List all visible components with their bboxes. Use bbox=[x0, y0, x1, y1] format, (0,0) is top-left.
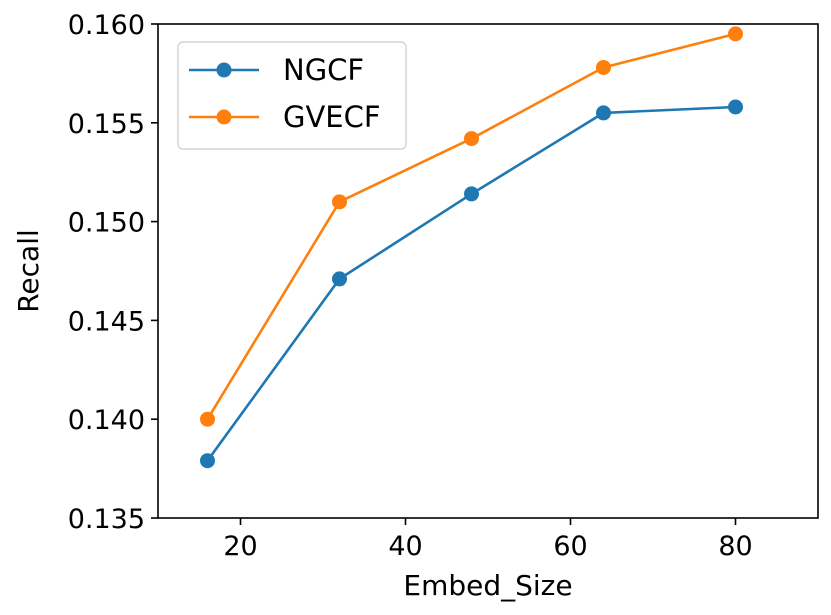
x-tick-label: 20 bbox=[223, 531, 257, 562]
data-point-gvecf bbox=[464, 131, 479, 147]
y-tick-label: 0.160 bbox=[68, 10, 145, 41]
series-layer bbox=[200, 26, 743, 469]
y-tick-label: 0.145 bbox=[68, 306, 145, 337]
x-tick-label: 60 bbox=[553, 531, 587, 562]
data-point-ngcf bbox=[464, 186, 479, 202]
y-tick-label: 0.150 bbox=[68, 208, 145, 239]
legend-label-gvecf: GVECF bbox=[283, 100, 381, 134]
plot-frame bbox=[157, 23, 819, 519]
data-point-ngcf bbox=[200, 453, 215, 469]
y-tick-label: 0.135 bbox=[68, 504, 145, 535]
legend: NGCF GVECF bbox=[177, 41, 407, 150]
data-point-gvecf bbox=[200, 411, 215, 427]
data-point-ngcf bbox=[596, 105, 611, 121]
series-line-ngcf bbox=[206, 105, 736, 462]
x-tick-label: 40 bbox=[388, 531, 422, 562]
data-point-ngcf bbox=[332, 271, 347, 287]
legend-marker-gvecf bbox=[216, 109, 232, 125]
data-point-ngcf bbox=[728, 99, 743, 115]
x-axis-label: Embed_Size bbox=[403, 569, 572, 602]
x-axis: 20 40 60 80 bbox=[223, 518, 753, 562]
y-axis-label: Recall bbox=[12, 229, 45, 313]
data-point-gvecf bbox=[332, 194, 347, 210]
data-point-gvecf bbox=[728, 26, 743, 42]
y-axis: 0.135 0.140 0.145 0.150 0.155 0.160 bbox=[68, 10, 158, 535]
data-point-gvecf bbox=[596, 59, 611, 75]
y-tick-label: 0.140 bbox=[68, 405, 145, 436]
legend-marker-ngcf bbox=[216, 62, 232, 78]
y-tick-label: 0.155 bbox=[68, 109, 145, 140]
legend-label-ngcf: NGCF bbox=[283, 53, 364, 87]
x-tick-label: 80 bbox=[718, 531, 752, 562]
